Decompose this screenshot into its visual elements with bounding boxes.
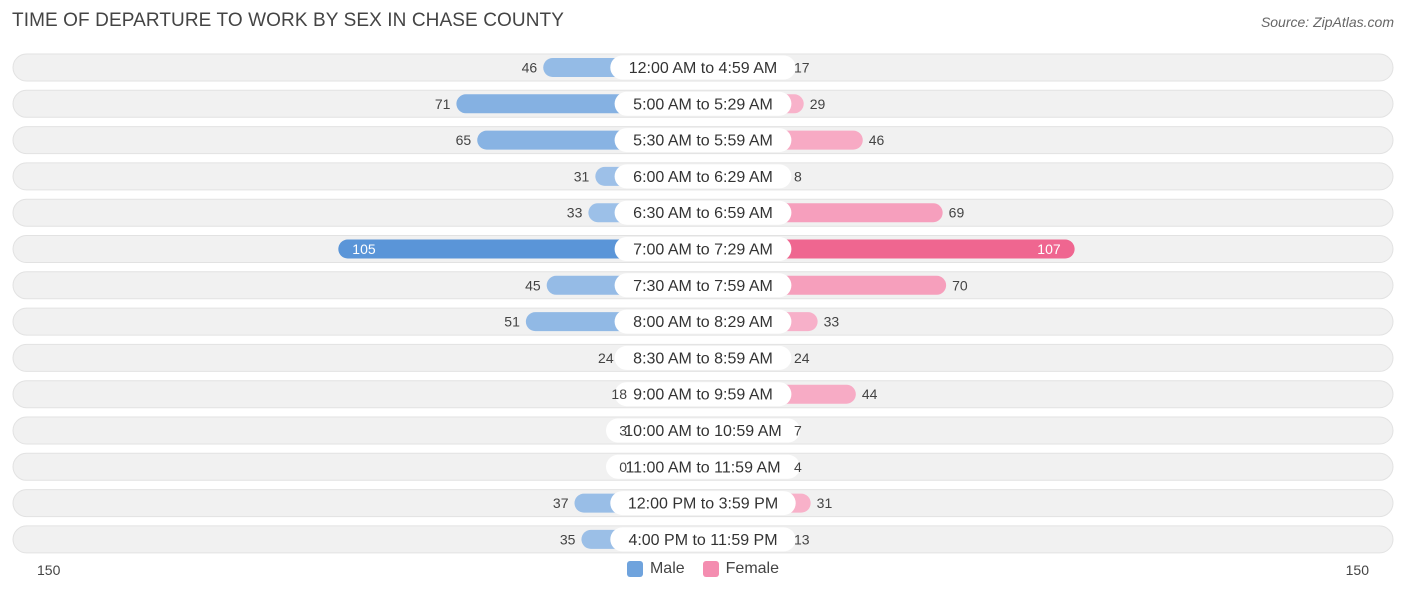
category-label: 12:00 PM to 3:59 PM: [628, 496, 778, 513]
category-label: 11:00 AM to 11:59 AM: [625, 459, 780, 476]
value-label-male: 51: [504, 314, 520, 330]
category-pill: [614, 382, 792, 407]
category-label: 5:00 AM to 5:29 AM: [633, 96, 773, 113]
value-label-male: 35: [560, 531, 576, 547]
value-label-male: 24: [598, 350, 614, 366]
legend-item-female: Female: [702, 560, 780, 578]
category-label: 9:00 AM to 9:59 AM: [633, 387, 773, 404]
category-label: 8:30 AM to 8:59 AM: [633, 350, 773, 367]
category-pill: [614, 164, 792, 189]
value-label-male: 46: [522, 60, 538, 76]
value-label-female: 31: [817, 495, 833, 511]
bar-female: [703, 239, 1075, 259]
value-label-female: 8: [794, 168, 802, 184]
category-pill: [614, 309, 792, 334]
category-pill: [614, 128, 792, 153]
value-label-male: 37: [553, 495, 569, 511]
bar-male: [338, 239, 703, 259]
source-label: Source: ZipAtlas.com: [1260, 14, 1394, 30]
category-pill: [614, 273, 792, 298]
axis-label-left: 150: [37, 562, 61, 578]
value-label-female: 44: [862, 386, 878, 402]
category-label: 12:00 AM to 4:59 AM: [629, 60, 778, 77]
value-label-female: 4: [794, 459, 802, 475]
value-label-male: 33: [567, 205, 583, 221]
category-pill: [614, 200, 792, 225]
category-pill: [614, 91, 792, 116]
legend-item-male: Male: [626, 560, 685, 578]
category-pill: [606, 418, 800, 443]
category-label: 6:30 AM to 6:59 AM: [633, 205, 773, 222]
legend-swatch-male: [626, 561, 643, 577]
value-label-female: 69: [949, 205, 965, 221]
category-pill: [610, 527, 796, 552]
value-label-female: 17: [794, 60, 810, 76]
category-pill: [614, 237, 792, 261]
category-pill: [610, 55, 796, 80]
chart-title: TIME OF DEPARTURE TO WORK BY SEX IN CHAS…: [12, 10, 565, 31]
category-label: 6:00 AM to 6:29 AM: [633, 169, 773, 186]
category-label: 4:00 PM to 11:59 PM: [628, 532, 777, 549]
category-label: 5:30 AM to 5:59 AM: [633, 133, 773, 150]
value-label-male: 71: [435, 96, 451, 112]
value-label-male: 105: [352, 241, 376, 257]
legend-swatch-female: [702, 561, 719, 577]
value-label-male: 0: [619, 459, 627, 475]
value-label-male: 3: [619, 423, 627, 439]
legend-label-female: Female: [725, 560, 780, 577]
category-label: 8:00 AM to 8:29 AM: [633, 314, 773, 331]
axis-label-right: 150: [1345, 562, 1369, 578]
value-label-female: 33: [824, 314, 840, 330]
category-label: 7:30 AM to 7:59 AM: [633, 278, 773, 295]
category-pill: [610, 491, 796, 516]
value-label-female: 107: [1037, 241, 1061, 257]
value-label-female: 70: [952, 277, 968, 293]
value-label-female: 29: [810, 96, 826, 112]
legend: Male Female: [0, 560, 1406, 578]
value-label-female: 7: [794, 423, 802, 439]
value-label-male: 18: [611, 386, 627, 402]
value-label-female: 46: [869, 132, 885, 148]
value-label-female: 24: [794, 350, 810, 366]
chart-canvas: 12:00 AM to 4:59 AM 46 17 5:00 AM to 5:29 A…: [12, 53, 1394, 554]
category-pill: [606, 454, 800, 479]
value-label-male: 31: [574, 168, 590, 184]
value-label-male: 45: [525, 277, 541, 293]
category-pill: [614, 345, 792, 370]
category-label: 7:00 AM to 7:29 AM: [633, 242, 773, 259]
value-label-male: 65: [456, 132, 472, 148]
value-label-female: 13: [794, 531, 810, 547]
legend-label-male: Male: [649, 560, 685, 577]
category-label: 10:00 AM to 10:59 AM: [624, 423, 781, 440]
